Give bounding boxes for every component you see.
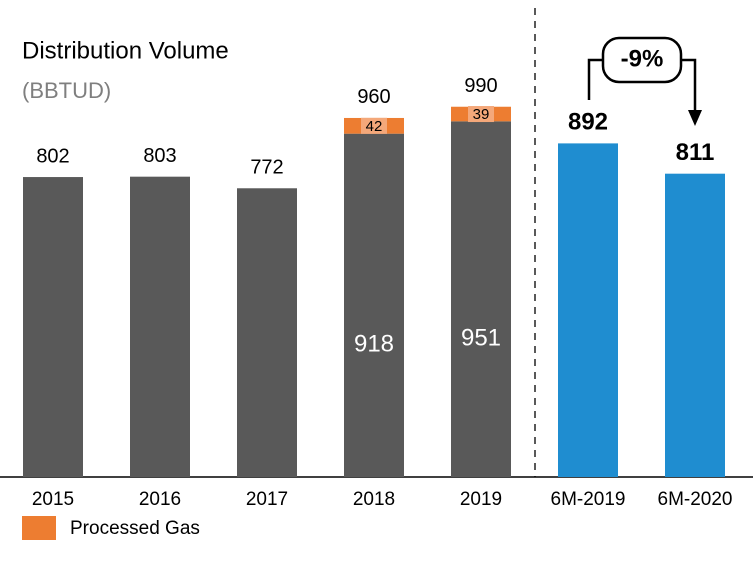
x-tick-label: 2018 bbox=[353, 489, 395, 510]
bar-segment bbox=[558, 143, 618, 477]
value-label: 803 bbox=[143, 145, 176, 167]
x-tick-label: 2017 bbox=[246, 489, 288, 510]
annotation-box bbox=[601, 36, 683, 84]
bar-segment bbox=[130, 176, 190, 478]
value-label-bg bbox=[468, 106, 494, 123]
bar-segment bbox=[237, 188, 297, 477]
chart-subtitle: (BBTUD) bbox=[22, 78, 111, 103]
x-tick-label: 6M-2020 bbox=[658, 489, 733, 510]
bar-segment bbox=[23, 177, 83, 477]
x-tick-label: 2015 bbox=[32, 489, 74, 510]
value-label: 39 bbox=[473, 106, 490, 123]
chart-title: Distribution Volume bbox=[22, 37, 229, 64]
legend-swatch bbox=[22, 516, 56, 540]
bar-segment bbox=[344, 133, 404, 477]
bar-segment bbox=[665, 173, 725, 477]
value-label: 42 bbox=[366, 118, 383, 135]
bar-segment bbox=[451, 121, 511, 478]
value-label: 811 bbox=[676, 139, 715, 166]
value-label: 892 bbox=[568, 109, 608, 136]
x-tick-label: 2019 bbox=[460, 489, 502, 510]
x-tick-label: 2016 bbox=[139, 489, 181, 510]
legend-label: Processed Gas bbox=[70, 518, 200, 539]
value-label: 918 bbox=[354, 331, 394, 358]
value-label: 772 bbox=[250, 157, 283, 179]
annotation: -9% bbox=[621, 45, 664, 72]
total-label: 990 bbox=[464, 75, 497, 97]
x-tick-label: 6M-2019 bbox=[551, 489, 626, 510]
value-label: 951 bbox=[461, 325, 501, 352]
arrow-head bbox=[688, 110, 702, 126]
total-label: 960 bbox=[357, 86, 390, 108]
value-label: 802 bbox=[36, 145, 69, 167]
value-label-bg bbox=[361, 117, 387, 134]
